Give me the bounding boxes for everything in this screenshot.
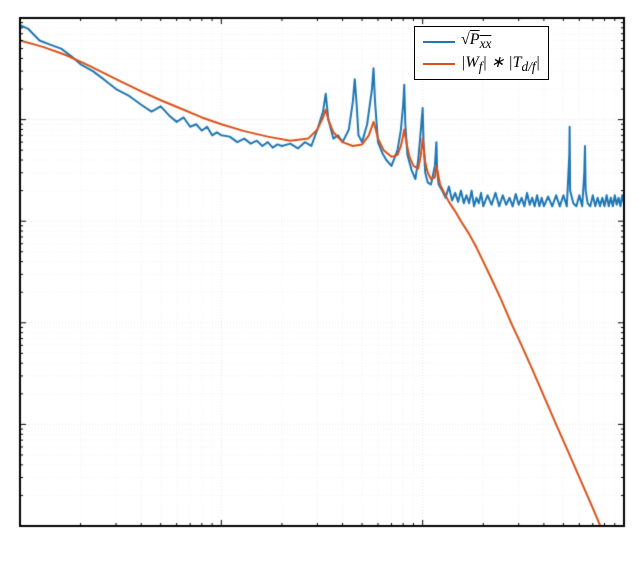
legend-item-wftdf: |Wf| ∗ |Td/f| — [423, 53, 540, 75]
legend: √Pxx |Wf| ∗ |Td/f| — [414, 26, 549, 80]
legend-item-pxx: √Pxx — [423, 31, 540, 53]
plot-canvas — [0, 0, 638, 584]
chart-container: √Pxx |Wf| ∗ |Td/f| — [0, 0, 638, 584]
legend-swatch-pxx — [423, 41, 455, 44]
legend-label-pxx: √Pxx — [461, 31, 491, 52]
legend-swatch-wftdf — [423, 63, 455, 66]
legend-label-wftdf: |Wf| ∗ |Td/f| — [461, 52, 540, 75]
